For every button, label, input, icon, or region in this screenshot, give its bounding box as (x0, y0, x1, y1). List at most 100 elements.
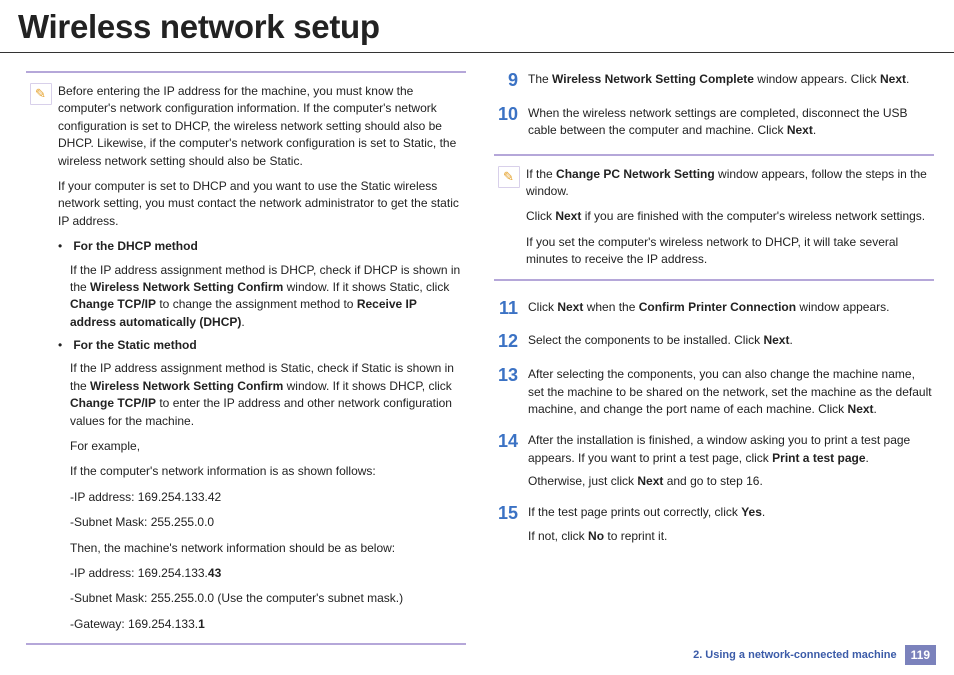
info-note-right: If the Change PC Network Setting window … (494, 154, 934, 281)
bullet-body: If the IP address assignment method is D… (58, 262, 462, 332)
text-run: window appears. (796, 300, 889, 314)
bullet-head-text: For the DHCP method (73, 239, 197, 253)
example-line: -IP address: 169.254.133.43 (58, 565, 462, 582)
example-line: Then, the machine's network information … (58, 540, 462, 557)
info-note-left: Before entering the IP address for the m… (26, 71, 466, 645)
note-paragraph: If the Change PC Network Setting window … (526, 166, 930, 201)
example-line: -IP address: 169.254.133.42 (58, 489, 462, 506)
text-run: . (241, 315, 244, 329)
note-icon (30, 83, 52, 105)
text-run: to change the assignment method to (156, 297, 357, 311)
step-9: 9 The Wireless Network Setting Complete … (494, 71, 934, 91)
bullet-head-text: For the Static method (73, 338, 196, 352)
step-body: After the installation is finished, a wi… (528, 432, 934, 490)
text-run: when the (583, 300, 638, 314)
step-number: 14 (494, 432, 518, 490)
text-run: If the (526, 167, 556, 181)
step-body: Select the components to be installed. C… (528, 332, 934, 352)
step-14: 14 After the installation is finished, a… (494, 432, 934, 490)
footer-section: 2. Using a network-connected machine (693, 649, 897, 661)
content-columns: Before entering the IP address for the m… (0, 71, 954, 645)
example-line: -Subnet Mask: 255.255.0.0 (Use the compu… (58, 590, 462, 607)
step-body: After selecting the components, you can … (528, 366, 934, 418)
text-run: . (813, 123, 816, 137)
text-bold: Next (848, 402, 874, 416)
text-run: window. If it shows Static, click (283, 280, 449, 294)
text-run: . (866, 451, 869, 465)
step-number: 15 (494, 504, 518, 545)
example-line: If the computer's network information is… (58, 463, 462, 480)
text-bold: Next (880, 72, 906, 86)
text-run: -Gateway: 169.254.133. (70, 617, 198, 631)
left-column: Before entering the IP address for the m… (26, 71, 466, 645)
note-paragraph: If you set the computer's wireless netwo… (526, 234, 930, 269)
note-icon (498, 166, 520, 188)
step-body: If the test page prints out correctly, c… (528, 504, 934, 545)
step-body: When the wireless network settings are c… (528, 105, 934, 140)
step-13: 13 After selecting the components, you c… (494, 366, 934, 418)
text-run: to reprint it. (604, 529, 667, 543)
text-bold: 1 (198, 617, 205, 631)
step-10: 10 When the wireless network settings ar… (494, 105, 934, 140)
text-bold: Change PC Network Setting (556, 167, 715, 181)
text-run: . (762, 505, 765, 519)
step-number: 12 (494, 332, 518, 352)
text-run: Select the components to be installed. C… (528, 333, 763, 347)
text-run: if you are finished with the computer's … (581, 209, 925, 223)
text-bold: 43 (208, 566, 221, 580)
footer-page-number: 119 (905, 645, 936, 665)
note-body: Before entering the IP address for the m… (58, 83, 462, 633)
step-number: 9 (494, 71, 518, 91)
text-run: Click (526, 209, 555, 223)
text-run: window appears. Click (754, 72, 880, 86)
text-bold: Change TCP/IP (70, 396, 156, 410)
page-footer: 2. Using a network-connected machine 119 (693, 645, 936, 665)
text-bold: Wireless Network Setting Confirm (90, 379, 283, 393)
page-title: Wireless network setup (0, 0, 954, 53)
step-11: 11 Click Next when the Confirm Printer C… (494, 299, 934, 319)
text-run: If the test page prints out correctly, c… (528, 505, 741, 519)
text-run: When the wireless network settings are c… (528, 106, 908, 137)
text-bold: Next (637, 474, 663, 488)
text-run: -IP address: 169.254.133. (70, 566, 208, 580)
step-number: 11 (494, 299, 518, 319)
text-bold: Wireless Network Setting Confirm (90, 280, 283, 294)
text-run: The (528, 72, 552, 86)
example-line: -Gateway: 169.254.133.1 (58, 616, 462, 633)
text-bold: Change TCP/IP (70, 297, 156, 311)
step-body: The Wireless Network Setting Complete wi… (528, 71, 934, 91)
text-run: Otherwise, just click (528, 474, 637, 488)
text-run: If not, click (528, 529, 588, 543)
text-bold: Confirm Printer Connection (639, 300, 796, 314)
example-label: For example, (58, 438, 462, 455)
text-bold: Next (557, 300, 583, 314)
text-run: . (906, 72, 909, 86)
bullet-head: For the DHCP method (58, 238, 462, 255)
step-number: 10 (494, 105, 518, 140)
text-bold: Yes (741, 505, 762, 519)
text-bold: Wireless Network Setting Complete (552, 72, 754, 86)
text-run: Click (528, 300, 557, 314)
note-paragraph: If your computer is set to DHCP and you … (58, 178, 462, 230)
text-bold: Next (763, 333, 789, 347)
note-body: If the Change PC Network Setting window … (526, 166, 930, 269)
note-paragraph: Before entering the IP address for the m… (58, 83, 462, 170)
text-bold: Next (787, 123, 813, 137)
text-bold: Next (555, 209, 581, 223)
step-12: 12 Select the components to be installed… (494, 332, 934, 352)
bullet-body: If the IP address assignment method is S… (58, 360, 462, 430)
step-body: Click Next when the Confirm Printer Conn… (528, 299, 934, 319)
right-column: 9 The Wireless Network Setting Complete … (494, 71, 934, 645)
note-paragraph: Click Next if you are finished with the … (526, 208, 930, 225)
step-15: 15 If the test page prints out correctly… (494, 504, 934, 545)
text-run: and go to step 16. (663, 474, 762, 488)
text-run: window. If it shows DHCP, click (283, 379, 452, 393)
text-bold: No (588, 529, 604, 543)
bullet-dhcp: For the DHCP method If the IP address as… (58, 238, 462, 331)
text-bold: Print a test page (772, 451, 865, 465)
bullet-head: For the Static method (58, 337, 462, 354)
step-number: 13 (494, 366, 518, 418)
bullet-static: For the Static method If the IP address … (58, 337, 462, 633)
text-run: . (874, 402, 877, 416)
example-line: -Subnet Mask: 255.255.0.0 (58, 514, 462, 531)
